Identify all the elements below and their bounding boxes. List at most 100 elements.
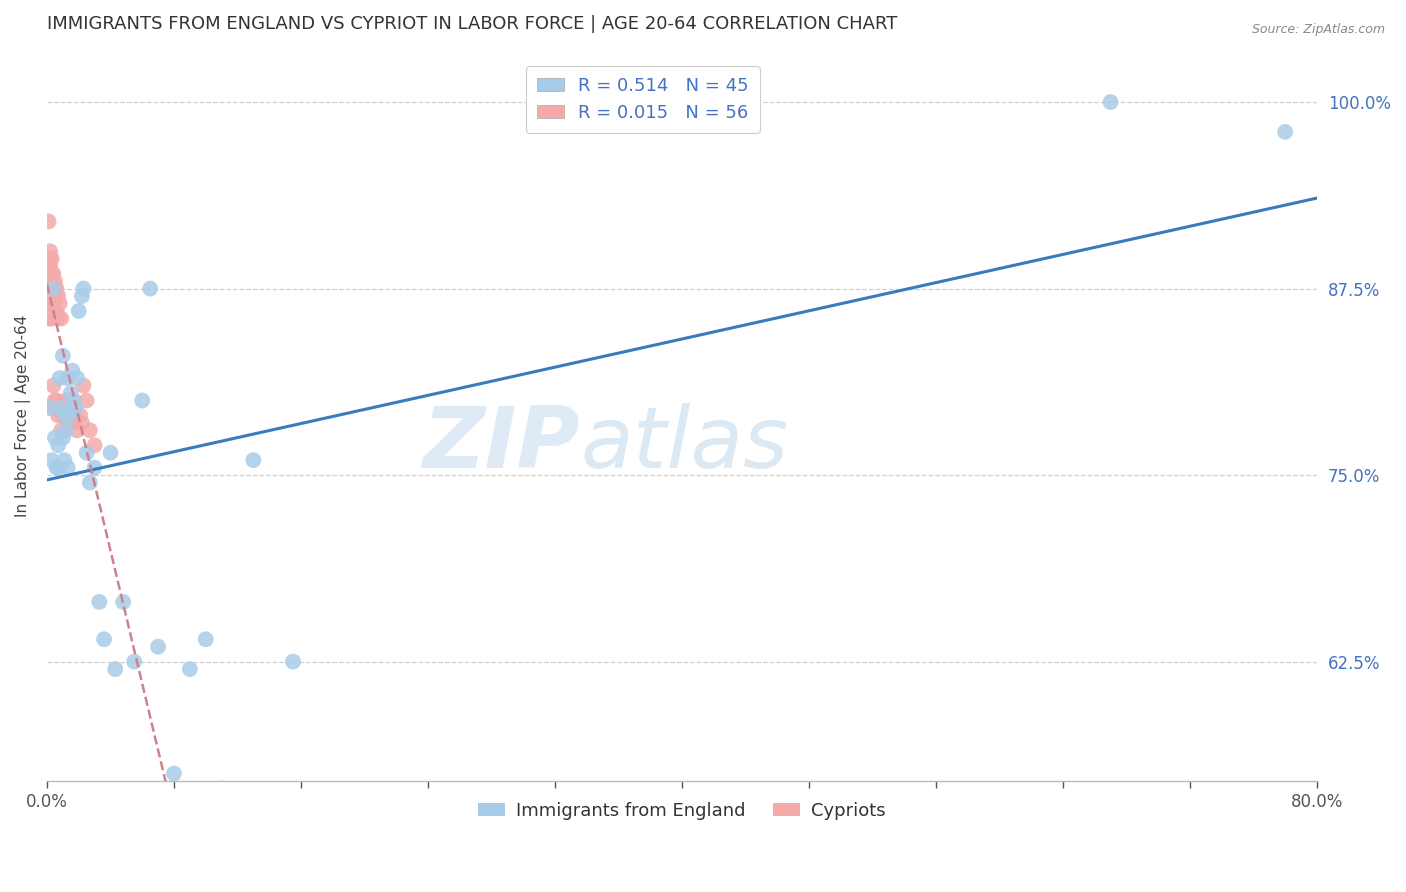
Point (76, 446, 98, 460)
Point (66, 371, 89, 385)
Text: IMMIGRANTS FROM ENGLAND VS CYPRIOT IN LABOR FORCE | AGE 20-64 CORRELATION CHART: IMMIGRANTS FROM ENGLAND VS CYPRIOT IN LA… (46, 15, 897, 33)
Text: ZIP: ZIP (423, 403, 581, 486)
Point (45, 282, 67, 296)
Point (104, 662, 127, 676)
Point (41, 267, 63, 281)
Point (51, 311, 73, 326)
Text: atlas: atlas (581, 403, 789, 486)
Point (69, 409, 91, 423)
Point (45, 460, 67, 475)
Point (42, 282, 65, 296)
Point (52, 349, 75, 363)
Point (41, 311, 63, 326)
Point (83, 438, 105, 452)
Point (41, 401, 63, 415)
Point (42, 282, 65, 296)
Point (39, 289, 62, 303)
Point (42, 296, 65, 310)
Point (59, 416, 82, 430)
Point (52, 409, 75, 423)
Point (139, 282, 162, 296)
Point (93, 632, 115, 647)
Point (179, 662, 201, 676)
Point (39, 244, 62, 259)
Point (55, 393, 77, 408)
Point (41, 453, 63, 467)
Point (39, 252, 62, 266)
Point (67, 304, 90, 318)
Point (60, 364, 83, 378)
Point (44, 393, 66, 408)
Point (46, 438, 69, 452)
Point (46, 289, 69, 303)
Point (52, 431, 75, 445)
Point (66, 423, 89, 437)
Point (79, 423, 101, 437)
Point (46, 409, 69, 423)
Point (53, 453, 76, 467)
Point (42, 289, 65, 303)
Point (41, 252, 63, 266)
Point (63, 409, 86, 423)
Point (281, 655, 304, 669)
Point (46, 311, 69, 326)
Point (1099, 95, 1122, 109)
Point (51, 401, 73, 415)
Point (38, 214, 60, 228)
Point (45, 393, 67, 408)
Point (42, 267, 65, 281)
Point (70, 416, 93, 430)
Point (48, 296, 70, 310)
Point (38, 252, 60, 266)
Point (79, 475, 101, 490)
Point (63, 393, 86, 408)
Point (53, 409, 76, 423)
Point (89, 595, 111, 609)
Point (44, 431, 66, 445)
Point (46, 460, 69, 475)
Point (72, 282, 94, 296)
Point (146, 640, 169, 654)
Point (60, 393, 83, 408)
Point (44, 289, 66, 303)
Point (211, 781, 233, 796)
Point (39, 282, 62, 296)
Point (83, 460, 105, 475)
Point (39, 267, 62, 281)
Point (38, 267, 60, 281)
Point (100, 446, 122, 460)
Point (56, 409, 79, 423)
Point (112, 595, 135, 609)
Point (48, 401, 70, 415)
Point (1274, 125, 1296, 139)
Point (45, 304, 67, 318)
Point (41, 289, 63, 303)
Point (39, 274, 62, 288)
Point (55, 423, 77, 437)
Point (58, 409, 80, 423)
Point (38, 259, 60, 273)
Point (58, 401, 80, 415)
Point (242, 453, 264, 467)
Point (72, 378, 94, 392)
Point (44, 282, 66, 296)
Point (44, 274, 66, 288)
Y-axis label: In Labor Force | Age 20-64: In Labor Force | Age 20-64 (15, 314, 31, 516)
Point (39, 401, 62, 415)
Point (41, 274, 63, 288)
Point (56, 371, 79, 385)
Point (124, 655, 146, 669)
Point (131, 393, 153, 408)
Point (56, 460, 79, 475)
Point (76, 393, 98, 408)
Text: Source: ZipAtlas.com: Source: ZipAtlas.com (1251, 23, 1385, 37)
Legend: Immigrants from England, Cypriots: Immigrants from England, Cypriots (471, 795, 893, 827)
Point (42, 378, 65, 392)
Point (39, 259, 62, 273)
Point (59, 386, 82, 401)
Point (51, 423, 73, 437)
Point (41, 296, 63, 310)
Point (194, 632, 217, 647)
Point (41, 282, 63, 296)
Point (65, 401, 87, 415)
